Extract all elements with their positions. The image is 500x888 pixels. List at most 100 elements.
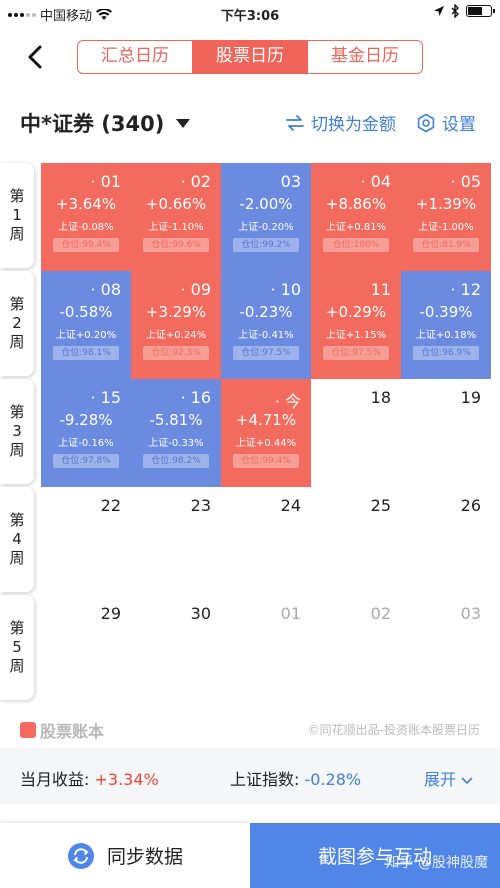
week-label-3: 第 3 周 [0, 379, 34, 484]
day-index-change: 上证-1.10% [148, 222, 204, 233]
day-date: · 05 [450, 172, 481, 191]
day-date: · 09 [180, 280, 211, 299]
bottom-bar: 同步数据 截图参与互动 [0, 823, 500, 888]
toggle-amount-button[interactable]: 切换为金额 [285, 110, 396, 135]
calendar-day-cell[interactable]: 25 [311, 487, 401, 595]
day-position-badge: 仓位:99.2% [233, 238, 299, 252]
brand-name: 股票账本 [40, 722, 105, 741]
settings-label: 设置 [442, 115, 476, 135]
day-return-percent: -0.39% [419, 303, 473, 321]
expand-button[interactable]: 展开 [424, 766, 473, 790]
sync-icon [67, 842, 94, 869]
day-date: 30 [190, 604, 211, 623]
day-position-badge: 仓位:99.6% [143, 238, 209, 252]
day-index-change: 上证+0.20% [55, 330, 117, 341]
calendar-day-cell[interactable]: 23 [131, 487, 221, 595]
calendar-day-cell[interactable]: · 10 -0.23% 上证-0.41% 仓位:97.5% [221, 271, 311, 379]
day-date: 19 [460, 388, 481, 407]
day-date: 24 [280, 496, 301, 515]
day-date: 11 [370, 280, 391, 299]
calendar-day-cell[interactable]: · 05 +1.39% 上证-1.00% 仓位:81.9% [401, 163, 491, 271]
calendar-day-cell[interactable]: 24 [221, 487, 311, 595]
calendar-day-cell[interactable]: 03 [401, 595, 491, 703]
day-date: · 15 [90, 388, 121, 407]
day-return-percent: +0.29% [325, 303, 387, 321]
back-button[interactable] [20, 40, 50, 74]
day-index-change: 上证+1.15% [325, 330, 387, 341]
calendar-day-cell[interactable]: · 12 -0.39% 上证+0.18% 仓位:96.9% [401, 271, 491, 379]
day-index-change: 上证+0.24% [145, 330, 207, 341]
ledger-logo-icon [20, 722, 36, 738]
day-index-change: 上证-0.08% [58, 222, 114, 233]
week-label-text: 周 [9, 441, 25, 459]
day-return-percent: +3.29% [145, 303, 207, 321]
index-return-label: 上证指数: [230, 770, 300, 789]
day-position-badge: 仓位:97.5% [323, 346, 389, 360]
index-return-value: -0.28% [304, 770, 362, 789]
toggle-amount-label: 切换为金额 [311, 115, 396, 135]
day-position-badge: 仓位:96.9% [413, 346, 479, 360]
calendar-day-cell[interactable]: 02 [311, 595, 401, 703]
calendar-day-cell[interactable]: · 今 +4.71% 上证+0.44% 仓位:99.4% [221, 379, 311, 487]
week-label-text: 3 [12, 422, 22, 440]
day-return-percent: -9.28% [59, 411, 113, 429]
tab-stock-calendar[interactable]: 股票日历 [193, 41, 308, 73]
day-date: 02 [370, 604, 391, 623]
tab-summary-calendar[interactable]: 汇总日历 [78, 41, 193, 73]
day-return-percent: +4.71% [235, 411, 297, 429]
calendar-day-cell[interactable]: 30 [131, 595, 221, 703]
day-index-change: 上证-0.20% [238, 222, 294, 233]
status-left: 中国移动 [8, 5, 113, 24]
calendar-day-cell[interactable]: · 16 -5.81% 上证-0.33% 仓位:98.2% [131, 379, 221, 487]
day-date: 03 [460, 604, 481, 623]
calendar-day-cell[interactable]: · 01 +3.64% 上证-0.08% 仓位:99.4% [41, 163, 131, 271]
calendar-day-cell[interactable]: · 09 +3.29% 上证+0.24% 仓位:92.3% [131, 271, 221, 379]
week-label-text: 第 [9, 403, 25, 421]
calendar-day-cell[interactable]: · 15 -9.28% 上证-0.16% 仓位:97.8% [41, 379, 131, 487]
day-index-change: 上证+0.81% [325, 222, 387, 233]
week-label-2: 第 2 周 [0, 271, 34, 376]
monthly-return: 当月收益: +3.34% [20, 766, 159, 790]
day-date: · 12 [450, 280, 481, 299]
caret-down-icon [176, 118, 191, 128]
calendar-day-cell[interactable]: 19 [401, 379, 491, 487]
calendar-day-cell[interactable]: 03 -2.00% 上证-0.20% 仓位:99.2% [221, 163, 311, 271]
account-selector[interactable]: 中*证券 (340) [20, 108, 191, 138]
chevron-down-icon [461, 777, 473, 785]
calendar-day-cell[interactable]: · 02 +0.66% 上证-1.10% 仓位:99.6% [131, 163, 221, 271]
week-label-5: 第 5 周 [0, 595, 34, 700]
share-label: 截图参与互动 [317, 846, 432, 868]
calendar-day-cell[interactable]: 11 +0.29% 上证+1.15% 仓位:97.5% [311, 271, 401, 379]
location-icon [434, 6, 444, 16]
calendar-day-cell[interactable]: 01 [221, 595, 311, 703]
week-label-text: 周 [9, 657, 25, 675]
calendar-day-cell[interactable]: 18 [311, 379, 401, 487]
calendar-day-cell[interactable]: 29 [41, 595, 131, 703]
sync-data-button[interactable]: 同步数据 [0, 823, 250, 888]
bluetooth-icon [451, 4, 459, 18]
day-position-badge: 仓位:98.1% [53, 346, 119, 360]
watermark-text: 知乎 @股神股魔 [385, 855, 488, 871]
calendar-day-cell[interactable]: · 04 +8.86% 上证+0.81% 仓位:100% [311, 163, 401, 271]
day-return-percent: +8.86% [325, 195, 387, 213]
calendar-type-tabs: 汇总日历 股票日历 基金日历 [77, 40, 423, 74]
day-position-badge: 仓位:97.5% [233, 346, 299, 360]
settings-button[interactable]: 设置 [416, 110, 476, 135]
day-date: 29 [100, 604, 121, 623]
signal-icon [8, 12, 36, 17]
status-right [433, 4, 495, 18]
week-label-text: 4 [12, 530, 22, 548]
calendar-day-cell[interactable]: 26 [401, 487, 491, 595]
screenshot-share-button[interactable]: 截图参与互动 [250, 823, 500, 888]
day-position-badge: 仓位:92.3% [143, 346, 209, 360]
calendar-day-cell[interactable]: 22 [41, 487, 131, 595]
day-date: · 04 [360, 172, 391, 191]
tab-fund-calendar[interactable]: 基金日历 [331, 46, 399, 66]
day-position-badge: 仓位:100% [323, 238, 389, 252]
day-date: 26 [460, 496, 481, 515]
day-date: · 今 [274, 392, 301, 411]
calendar-day-cell[interactable]: · 08 -0.58% 上证+0.20% 仓位:98.1% [41, 271, 131, 379]
week-label-1: 第 1 周 [0, 163, 34, 268]
day-index-change: 上证+0.44% [235, 438, 297, 449]
day-date: · 10 [270, 280, 301, 299]
